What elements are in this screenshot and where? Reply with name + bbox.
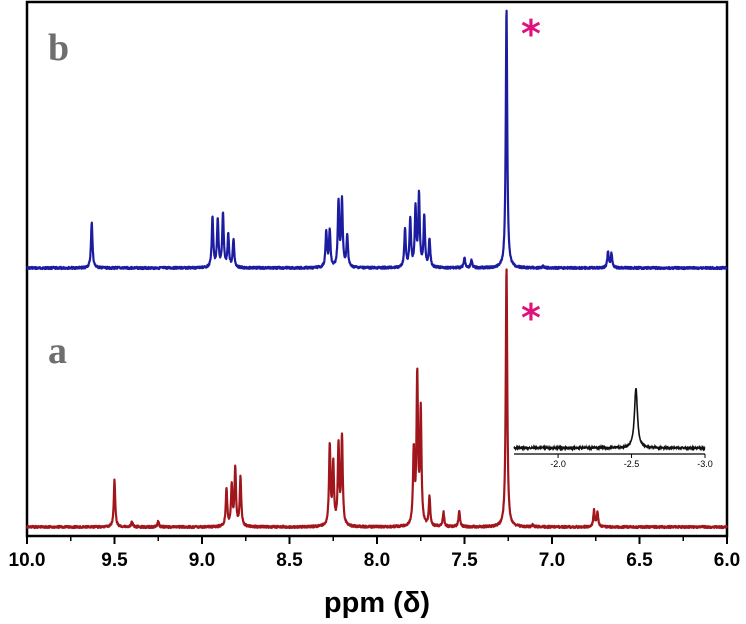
x-tick-label: 9.5: [101, 550, 128, 571]
panel-label-a: a: [48, 330, 67, 372]
x-tick-label: 7.0: [539, 550, 565, 571]
spectrum-b: [26, 9, 728, 271]
inset-spectrum: -2.0 -2.5 -3.0: [513, 387, 713, 469]
panel-label-b: b: [48, 27, 69, 69]
inset-tick-label: -2.5: [624, 459, 640, 469]
inset-tick-label: -2.0: [550, 459, 566, 469]
x-axis-title: ppm (δ): [324, 587, 430, 619]
inset-spectrum-line: [513, 387, 706, 452]
x-tick-label: 9.0: [189, 550, 215, 571]
x-tick-label: 8.5: [276, 550, 303, 571]
x-axis: 10.0 9.5 9.0 8.5 8.0 7.5 7.0 6.5 6.0: [9, 536, 740, 571]
spectrum-a: [25, 268, 728, 530]
x-tick-label: 10.0: [9, 550, 46, 571]
series-layer: [25, 9, 728, 530]
x-tick-label: 6.5: [626, 550, 653, 571]
x-tick-label: 7.5: [451, 550, 478, 571]
annotations: b a * *: [48, 12, 541, 372]
x-tick-label: 8.0: [364, 550, 390, 571]
solvent-star-a: *: [521, 296, 541, 340]
inset-tick-label: -3.0: [697, 459, 713, 469]
x-tick-label: 6.0: [714, 550, 740, 571]
solvent-star-b: *: [521, 12, 541, 56]
